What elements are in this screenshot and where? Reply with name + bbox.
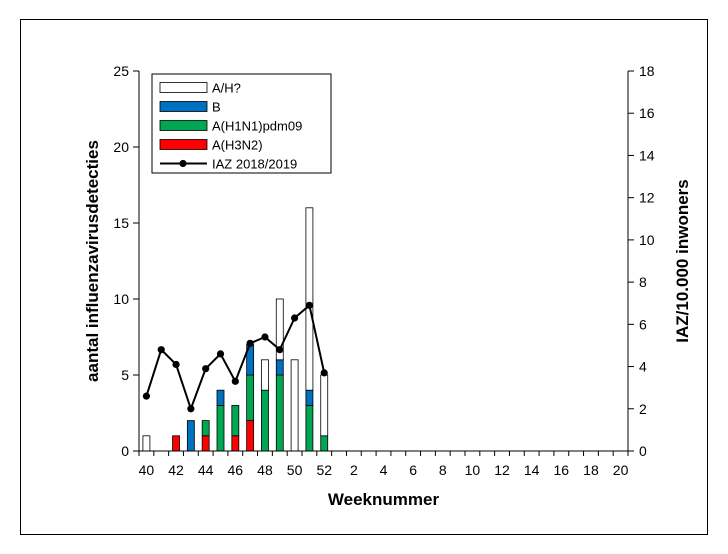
- x-tick-label: 4: [380, 462, 388, 478]
- bar-segment: [201, 420, 210, 437]
- legend-label: A/H?: [212, 81, 241, 96]
- bar-segment: [305, 404, 314, 452]
- bar-segment: [246, 420, 255, 452]
- legend-label: A(H1N1)pdm09: [212, 119, 302, 134]
- bar-segment: [216, 389, 225, 406]
- legend-label: IAZ 2018/2019: [212, 157, 297, 172]
- y-axis-title: aantal influenzavirusdetecties: [83, 140, 102, 382]
- iaz-point: [305, 301, 314, 309]
- line-layer: [142, 301, 328, 413]
- x-tick-label: 18: [583, 462, 599, 478]
- bar-segment: [246, 374, 255, 421]
- x-tick-label: 2: [350, 462, 358, 478]
- x-axis-title: Weeknummer: [328, 490, 440, 509]
- x-tick-label: 8: [439, 462, 447, 478]
- bar-segment: [261, 389, 269, 452]
- iaz-point: [320, 369, 328, 377]
- x-tick-label: 12: [494, 462, 510, 478]
- y-tick-label: 25: [113, 63, 129, 79]
- bar-segment: [186, 420, 195, 452]
- y2-tick-label: 4: [639, 359, 647, 375]
- bar-segment: [142, 435, 151, 452]
- iaz-point: [216, 350, 225, 358]
- y-tick-label: 0: [121, 443, 129, 459]
- y2-tick-label: 8: [639, 274, 647, 290]
- y2-tick-label: 16: [639, 105, 655, 121]
- y2-axis-title: IAZ/10.000 inwoners: [673, 179, 692, 342]
- y2-tick-label: 6: [639, 316, 647, 332]
- bar-segment: [275, 298, 284, 361]
- x-tick-label: 10: [465, 462, 481, 478]
- iaz-point: [172, 360, 180, 369]
- legend: A/H? B A(H1N1)pdm09 A(H3N2) IAZ 2018/2019: [151, 73, 332, 174]
- bar-segment: [172, 435, 180, 452]
- bar-segment: [305, 389, 314, 406]
- y-tick-label: 20: [113, 139, 129, 155]
- x-tick-label: 50: [287, 462, 303, 478]
- bar-segment: [216, 404, 225, 452]
- y2-tick-label: 2: [639, 401, 647, 417]
- x-tick-label: 6: [409, 462, 417, 478]
- y2-tick-label: 0: [639, 443, 647, 459]
- x-tick-label: 48: [257, 462, 273, 478]
- y2-tick-label: 12: [639, 190, 655, 206]
- legend-swatch: [159, 120, 208, 131]
- x-tick-label: 16: [554, 462, 570, 478]
- y-tick-label: 15: [113, 215, 129, 231]
- x-tick-label: 44: [198, 462, 214, 478]
- bar-segment: [320, 435, 329, 452]
- bar-segment: [275, 359, 284, 376]
- legend-swatch: [159, 82, 208, 93]
- x-tick-label: 52: [316, 462, 332, 478]
- bar-segment: [231, 435, 240, 452]
- iaz-point: [261, 333, 269, 341]
- y2-tick-label: 14: [639, 147, 655, 163]
- legend-swatch: [159, 101, 208, 112]
- bar-segment: [201, 435, 210, 452]
- legend-swatch: [159, 139, 208, 150]
- chart-frame: [20, 19, 708, 535]
- y2-tick-label: 10: [639, 232, 655, 248]
- legend-line-marker: [179, 159, 187, 168]
- iaz-point: [187, 405, 195, 413]
- y2-tick-label: 18: [639, 63, 655, 79]
- y-tick-label: 10: [113, 291, 129, 307]
- iaz-point: [231, 377, 239, 385]
- iaz-point: [290, 314, 299, 322]
- bar-segment: [275, 374, 284, 452]
- y-tick-label: 5: [121, 367, 129, 383]
- x-tick-label: 14: [524, 462, 540, 478]
- bars-layer: [142, 207, 329, 452]
- iaz-point: [157, 346, 165, 354]
- bar-segment: [231, 404, 240, 437]
- x-tick-label: 46: [228, 462, 244, 478]
- legend-label: A(H3N2): [212, 138, 263, 153]
- x-tick-label: 42: [168, 462, 184, 478]
- x-tick-label: 40: [139, 462, 155, 478]
- bar-segment: [320, 374, 329, 437]
- bar-segment: [261, 359, 269, 391]
- iaz-point: [142, 392, 151, 400]
- iaz-point: [246, 339, 254, 347]
- bar-segment: [290, 359, 299, 452]
- bar-segment: [305, 207, 314, 391]
- x-tick-label: 20: [613, 462, 629, 478]
- legend-label: B: [212, 100, 221, 115]
- iaz-point: [276, 346, 284, 354]
- iaz-point: [202, 365, 210, 373]
